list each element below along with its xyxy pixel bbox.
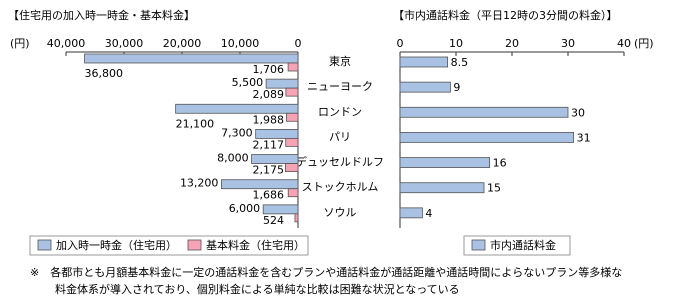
- value-label: 524: [263, 214, 284, 227]
- category-label: ソウル: [324, 206, 357, 219]
- bar: [294, 213, 299, 223]
- category-label: デュッセルドルフ: [296, 155, 384, 169]
- legend-label: 加入時一時金（住宅用）: [56, 238, 177, 252]
- bar: [399, 81, 451, 93]
- category-label: パリ: [329, 130, 351, 143]
- bar: [399, 106, 569, 118]
- value-label: 1,706: [253, 63, 285, 76]
- chart-title: 【市内通話料金（平日12時の3分間の料金）】: [393, 8, 618, 22]
- bar: [285, 138, 299, 147]
- legend-swatch: [471, 239, 486, 251]
- bar: [255, 129, 299, 139]
- value-label: 8.5: [451, 56, 469, 69]
- footnote: 料金体系が導入されており、個別料金による単純な比較は困難な状況となっている: [55, 282, 460, 296]
- x-tick-label: 20,000: [163, 37, 202, 50]
- bar: [399, 132, 575, 143]
- bar: [262, 204, 299, 215]
- value-label: 4: [425, 207, 432, 220]
- category-label: ニューヨーク: [307, 80, 373, 93]
- category-label: ストックホルム: [302, 181, 379, 194]
- x-tick-label: 10,000: [221, 37, 260, 50]
- value-label: 9: [453, 81, 460, 94]
- category-label: ロンドン: [318, 105, 362, 118]
- value-label: 1,686: [253, 189, 285, 202]
- bar: [287, 188, 299, 198]
- bar: [285, 87, 299, 97]
- legend-label: 基本料金（住宅用）: [206, 238, 305, 252]
- value-label: 15: [487, 182, 501, 195]
- bar: [399, 157, 490, 168]
- value-label: 2,089: [253, 88, 285, 101]
- bar: [265, 78, 299, 89]
- value-label: 31: [577, 131, 591, 144]
- legend-box: [463, 235, 571, 256]
- x-tick-label: 10: [449, 37, 463, 50]
- bar: [286, 112, 299, 122]
- value-label: 2,175: [253, 164, 285, 177]
- legend-box: [29, 235, 309, 256]
- value-label: 13,200: [180, 177, 219, 190]
- value-label: 2,117: [253, 138, 285, 151]
- x-tick-label: 30,000: [105, 37, 144, 50]
- x-tick-label: 30: [561, 37, 575, 50]
- legend-label: 市内通話料金: [490, 238, 556, 252]
- bar: [284, 163, 299, 172]
- x-axis-unit: (円): [10, 37, 30, 50]
- x-tick-label: 20: [505, 37, 519, 50]
- legend-swatch: [187, 239, 202, 251]
- bar: [175, 103, 299, 114]
- value-label: 1,988: [253, 113, 285, 126]
- x-axis-unit: (円): [634, 37, 654, 50]
- value-label: 5,500: [232, 76, 264, 89]
- bar: [399, 56, 448, 68]
- bar: [399, 182, 485, 194]
- bar: [399, 207, 423, 219]
- x-tick-label: 40: [617, 37, 631, 50]
- bar: [251, 154, 299, 164]
- bar: [84, 53, 299, 64]
- x-tick-label: 40,000: [47, 37, 86, 50]
- x-tick-label: 0: [397, 37, 404, 50]
- value-label: 6,000: [229, 202, 261, 215]
- legend-swatch: [37, 239, 52, 251]
- value-label: 7,300: [221, 126, 253, 139]
- value-label: 30: [571, 106, 585, 119]
- x-tick-label: 0: [295, 37, 302, 50]
- value-label: 21,100: [176, 117, 215, 130]
- chart-title: 【住宅用の加入時一時金・基本料金】: [8, 8, 195, 22]
- value-label: 16: [493, 157, 507, 170]
- footnote: ※ 各都市とも月額基本料金に一定の通話料金を含むプランや通話料金が通話距離や通話…: [30, 265, 622, 279]
- value-label: 8,000: [217, 152, 249, 165]
- bar: [287, 62, 299, 72]
- category-label: 東京: [329, 54, 351, 68]
- value-label: 36,800: [85, 67, 124, 80]
- bar: [221, 179, 299, 190]
